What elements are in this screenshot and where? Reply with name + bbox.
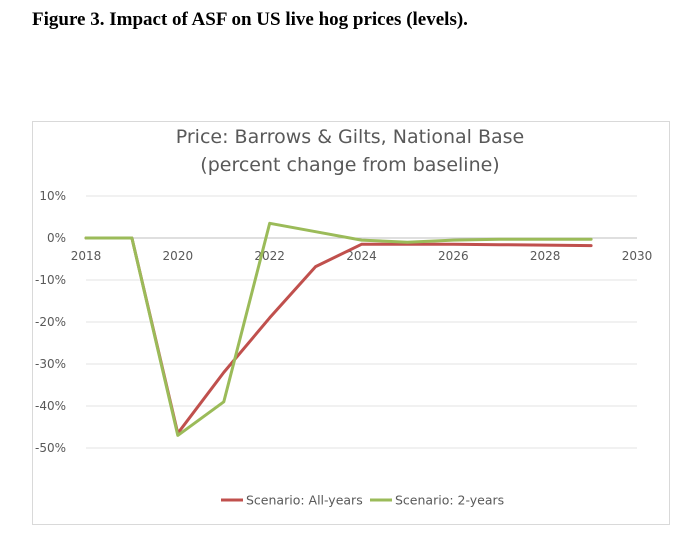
data-point (176, 434, 179, 437)
x-tick-label: 2026 (438, 249, 469, 263)
data-point (268, 222, 271, 225)
data-point (498, 243, 501, 246)
y-tick-label: -10% (35, 273, 66, 287)
chart-subtitle: (percent change from baseline) (200, 154, 499, 176)
x-tick-label: 2020 (163, 249, 194, 263)
y-tick-label: -30% (35, 357, 66, 371)
x-tick-label: 2028 (530, 249, 561, 263)
figure-caption: Figure 3. Impact of ASF on US live hog p… (32, 9, 468, 30)
x-tick-label: 2018 (71, 249, 102, 263)
data-point (222, 371, 225, 374)
data-point (544, 238, 547, 241)
data-point (360, 243, 363, 246)
x-tick-label: 2024 (346, 249, 377, 263)
y-tick-label: 0% (47, 231, 66, 245)
data-point (452, 239, 455, 242)
y-tick-label: 10% (39, 189, 66, 203)
chart-title: Price: Barrows & Gilts, National Base (176, 126, 525, 148)
y-tick-label: -50% (35, 441, 66, 455)
data-point (314, 265, 317, 268)
data-point (452, 243, 455, 246)
data-point (130, 237, 133, 240)
data-point (590, 238, 593, 241)
data-point (360, 239, 363, 242)
legend-label: Scenario: All-years (246, 493, 363, 508)
series-line-2 (84, 221, 593, 437)
series-line-1 (84, 236, 593, 435)
data-point (590, 244, 593, 247)
x-tick-label: 2030 (622, 249, 653, 263)
chart-area (32, 121, 670, 525)
data-point (222, 400, 225, 403)
data-point (544, 244, 547, 247)
data-point (314, 230, 317, 233)
legend-label: Scenario: 2-years (395, 493, 504, 508)
y-tick-label: -20% (35, 315, 66, 329)
data-point (406, 241, 409, 244)
data-point (85, 237, 88, 240)
data-point (498, 238, 501, 241)
y-tick-label: -40% (35, 399, 66, 413)
data-point (268, 316, 271, 319)
